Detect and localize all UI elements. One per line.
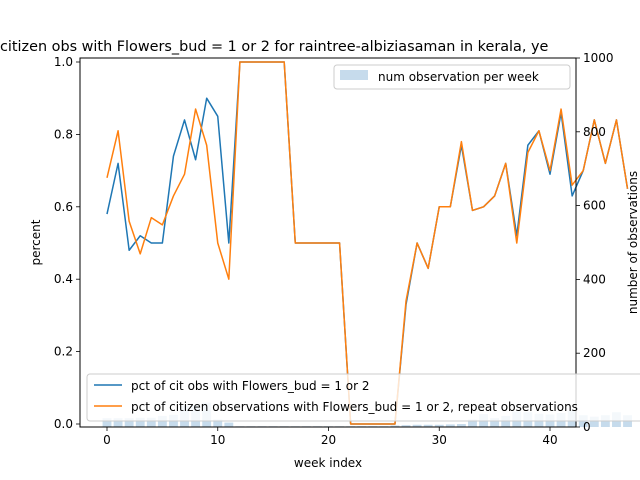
y-tick-label: 0.0 [54,417,73,431]
x-axis-label: week index [294,456,362,470]
bar-week-0 [102,418,112,427]
bar-week-32 [456,424,466,427]
y2-tick-label: 800 [583,125,606,139]
y-ticks: 0.0 0.2 0.4 0.6 0.8 1.0 [54,55,80,431]
bar-week-4 [146,417,156,427]
legend-top-right: num observation per week [333,64,571,90]
legend-top-right-box [333,64,571,90]
x-tick-label: 10 [210,433,225,447]
bar-week-31 [445,424,455,427]
bar-week-3 [135,417,145,427]
bar-week-35 [490,418,500,427]
x-ticks: 0 10 20 30 40 [103,427,558,447]
bar-week-10 [213,419,223,427]
legend-bar-label: num observation per week [378,70,539,84]
y2-tick-label: 1000 [583,51,614,65]
bar-week-30 [434,424,444,427]
legend-bottom-box [86,373,640,422]
y2-tick-label: 0 [583,420,591,434]
bar-week-44 [589,416,599,427]
lines-layer [106,61,629,425]
series-line-2 [106,61,629,425]
bar-week-11 [224,422,234,427]
bar-week-2 [124,418,134,427]
y-tick-label: 0.8 [54,127,73,141]
y2-ticks: 0 200 400 600 800 1000 [576,51,614,434]
legend-series-1-label: pct of cit obs with Flowers_bud = 1 or 2 [131,379,370,393]
y2-tick-label: 400 [583,272,606,286]
plot-area-frame [79,57,577,428]
bar-week-26 [390,425,400,427]
x-tick-label: 30 [432,433,447,447]
bar-week-29 [423,424,433,427]
x-tick-label: 20 [321,433,336,447]
bar-week-33 [468,419,477,427]
y-tick-label: 1.0 [54,55,73,69]
y-tick-label: 0.6 [54,200,73,214]
y-axis-label: percent [29,219,43,265]
y2-tick-label: 600 [583,199,606,213]
x-tick-label: 40 [542,433,557,447]
y-tick-label: 0.4 [54,272,73,286]
y2-tick-label: 200 [583,346,606,360]
bar-week-1 [113,418,123,427]
legend-bar-swatch [340,70,368,80]
x-tick-label: 0 [103,433,111,447]
y2-axis-label: number of observations [626,171,640,314]
legend-bottom: pct of cit obs with Flowers_bud = 1 or 2… [86,373,640,422]
legend-series-2-label: pct of citizen observations with Flowers… [131,400,578,414]
chart-title: citizen obs with Flowers_bud = 1 or 2 fo… [0,39,549,55]
bar-week-27 [401,425,411,427]
bar-week-28 [412,424,422,427]
y-tick-label: 0.2 [54,345,73,359]
